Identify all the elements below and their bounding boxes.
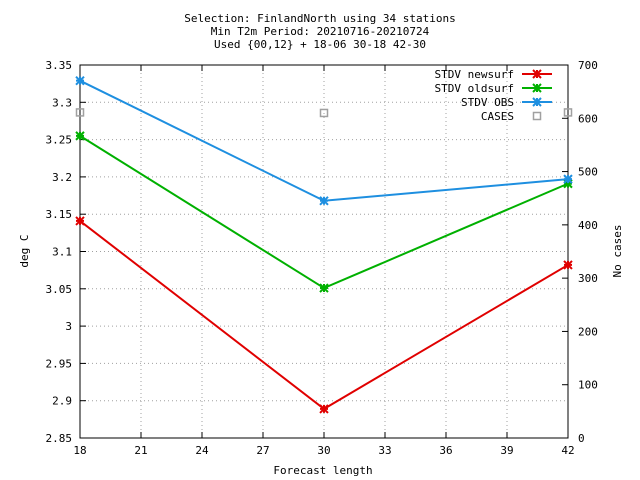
legend-label: STDV newsurf — [435, 68, 514, 81]
y-tick-label: 3 — [65, 320, 72, 333]
x-axis-label: Forecast length — [273, 464, 372, 477]
y-tick-label: 3.2 — [52, 171, 72, 184]
legend-label: STDV oldsurf — [435, 82, 514, 95]
y-tick-label: 3.25 — [46, 134, 73, 147]
y2-axis-label: No cases — [611, 225, 624, 278]
y2-tick-label: 200 — [578, 325, 598, 338]
y-tick-label: 3.05 — [46, 283, 73, 296]
x-tick-label: 30 — [317, 444, 330, 457]
data-point — [75, 216, 85, 226]
y2-tick-label: 300 — [578, 272, 598, 285]
legend-marker — [532, 111, 542, 121]
y2-tick-label: 500 — [578, 166, 598, 179]
y-tick-label: 2.85 — [46, 432, 73, 445]
series-stdv-obs — [75, 75, 573, 206]
data-point — [563, 108, 573, 117]
data-point — [75, 108, 85, 117]
x-tick-label: 18 — [73, 444, 86, 457]
data-point — [563, 178, 573, 189]
chart-title-line-2: Min T2m Period: 20210716-20210724 — [211, 25, 430, 38]
legend-label: STDV OBS — [461, 96, 514, 109]
data-point — [75, 131, 85, 141]
y-tick-label: 2.95 — [46, 357, 73, 370]
x-tick-label: 27 — [256, 444, 269, 457]
legend-label: CASES — [481, 110, 514, 123]
series-stdv-newsurf — [75, 216, 573, 414]
y-tick-label: 3.15 — [46, 208, 73, 221]
y2-tick-label: 0 — [578, 432, 585, 445]
x-tick-label: 36 — [439, 444, 452, 457]
data-point — [319, 196, 329, 206]
series-stdv-oldsurf — [75, 131, 573, 293]
chart-title-line-1: Selection: FinlandNorth using 34 station… — [184, 12, 456, 25]
legend-marker — [532, 83, 542, 93]
data-point — [319, 283, 329, 293]
legend-marker — [532, 97, 542, 107]
data-point — [75, 75, 85, 86]
y-tick-label: 2.9 — [52, 395, 72, 408]
data-point — [563, 174, 573, 184]
y2-tick-label: 100 — [578, 379, 598, 392]
x-tick-label: 21 — [134, 444, 147, 457]
chart-title-line-3: Used {00,12} + 18-06 30-18 42-30 — [214, 38, 426, 51]
data-point — [319, 404, 329, 414]
y-axis-label: deg C — [18, 234, 31, 267]
y2-tick-label: 700 — [578, 59, 598, 72]
x-tick-label: 24 — [195, 444, 209, 457]
legend-marker — [532, 69, 542, 79]
data-point — [319, 108, 329, 118]
series-cases — [75, 108, 573, 118]
y-tick-label: 3.1 — [52, 246, 72, 259]
y-tick-label: 3.3 — [52, 96, 72, 109]
x-tick-label: 42 — [561, 444, 574, 457]
x-tick-label: 39 — [500, 444, 513, 457]
data-point — [563, 260, 573, 270]
y-tick-label: 3.35 — [46, 59, 73, 72]
x-tick-label: 33 — [378, 444, 391, 457]
y2-tick-label: 400 — [578, 219, 598, 232]
y2-tick-label: 600 — [578, 112, 598, 125]
